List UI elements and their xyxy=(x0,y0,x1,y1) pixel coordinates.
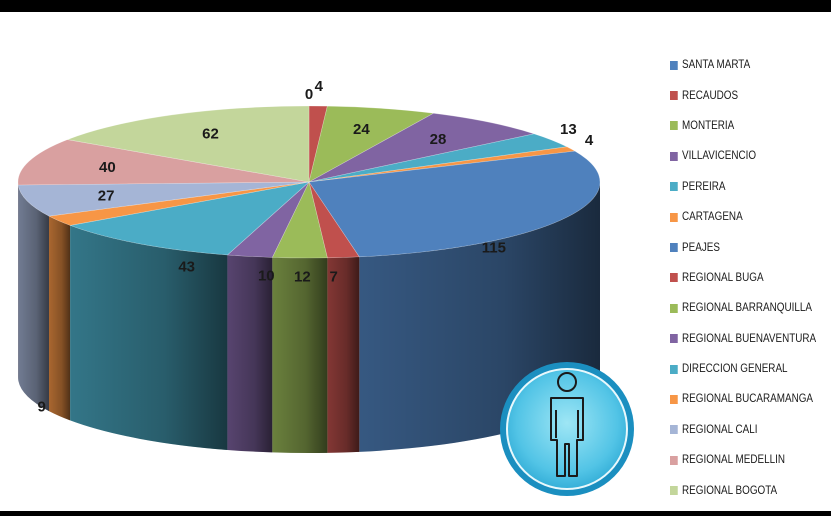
legend-item: REGIONAL CALI xyxy=(670,415,808,445)
legend-swatch xyxy=(670,213,678,222)
legend-swatch xyxy=(670,456,678,465)
legend-swatch xyxy=(670,425,678,434)
data-label-pereira: 13 xyxy=(560,121,577,138)
data-label-direccion-general: 43 xyxy=(178,258,195,275)
slice-side-shade xyxy=(18,185,49,411)
legend-item: REGIONAL BOGOTA xyxy=(670,475,808,505)
legend-label: REGIONAL MEDELLIN xyxy=(682,454,785,466)
legend-swatch xyxy=(670,486,678,495)
person-badge xyxy=(500,362,634,496)
slice-side-shade xyxy=(49,216,70,420)
legend-item: REGIONAL MEDELLIN xyxy=(670,445,808,475)
legend-label: REGIONAL BUENAVENTURA xyxy=(682,333,816,345)
data-label-regional-buga: 7 xyxy=(330,268,338,285)
data-label-cartagena: 4 xyxy=(585,132,594,149)
legend-item: REGIONAL BARRANQUILLA xyxy=(670,293,808,323)
slice-side-shade xyxy=(272,257,327,453)
badge-inner-circle xyxy=(507,369,627,489)
data-label-regional-buenaventura: 10 xyxy=(258,268,275,285)
legend-label: REGIONAL CALI xyxy=(682,424,757,436)
legend-swatch xyxy=(670,304,678,313)
legend-label: PEREIRA xyxy=(682,181,725,193)
legend-swatch xyxy=(670,152,678,161)
data-label-recaudos: 4 xyxy=(315,78,324,95)
data-label-peajes: 115 xyxy=(482,240,506,257)
data-label-regional-cali: 27 xyxy=(98,188,115,205)
legend-item: REGIONAL BUCARAMANGA xyxy=(670,384,808,414)
bottom-border xyxy=(0,511,831,516)
legend-label: REGIONAL BUGA xyxy=(682,272,764,284)
legend-swatch xyxy=(670,273,678,282)
data-label-regional-bogota: 62 xyxy=(202,126,219,143)
legend-swatch xyxy=(670,365,678,374)
legend-swatch xyxy=(670,334,678,343)
data-label-regional-bucaramanga: 9 xyxy=(38,399,46,416)
data-label-monteria: 24 xyxy=(353,121,370,138)
legend-item: SANTA MARTA xyxy=(670,50,808,80)
legend-item: CARTAGENA xyxy=(670,202,808,232)
legend-item: VILLAVICENCIO xyxy=(670,141,808,171)
slice-side-shade xyxy=(327,257,359,453)
legend-label: REGIONAL BUCARAMANGA xyxy=(682,393,813,405)
pie-tops xyxy=(18,106,600,258)
legend-label: DIRECCION GENERAL xyxy=(682,363,788,375)
legend-label: VILLAVICENCIO xyxy=(682,150,756,162)
legend-item: DIRECCION GENERAL xyxy=(670,354,808,384)
slice-side-shade xyxy=(70,225,227,450)
legend-swatch xyxy=(670,182,678,191)
legend-label: RECAUDOS xyxy=(682,90,738,102)
legend-item: PEREIRA xyxy=(670,172,808,202)
legend-label: CARTAGENA xyxy=(682,211,743,223)
legend-label: MONTERIA xyxy=(682,120,734,132)
data-label-regional-medellin: 40 xyxy=(99,159,116,176)
legend-item: MONTERIA xyxy=(670,111,808,141)
legend-label: SANTA MARTA xyxy=(682,59,750,71)
data-label-santa-marta: 0 xyxy=(305,86,313,103)
legend-label: PEAJES xyxy=(682,242,720,254)
legend-item: PEAJES xyxy=(670,232,808,262)
legend-item: RECAUDOS xyxy=(670,80,808,110)
data-label-regional-barranquilla: 12 xyxy=(294,269,311,286)
legend-swatch xyxy=(670,243,678,252)
legend-swatch xyxy=(670,91,678,100)
data-label-villavicencio: 28 xyxy=(430,131,447,148)
legend-item: REGIONAL BUGA xyxy=(670,263,808,293)
legend-swatch xyxy=(670,395,678,404)
legend-swatch xyxy=(670,121,678,130)
legend: SANTA MARTA RECAUDOS MONTERIA VILLAVICENCIO… xyxy=(670,50,830,506)
legend-swatch xyxy=(670,61,678,70)
legend-item: REGIONAL BUENAVENTURA xyxy=(670,324,808,354)
legend-label: REGIONAL BARRANQUILLA xyxy=(682,302,812,314)
legend-label: REGIONAL BOGOTA xyxy=(682,485,777,497)
